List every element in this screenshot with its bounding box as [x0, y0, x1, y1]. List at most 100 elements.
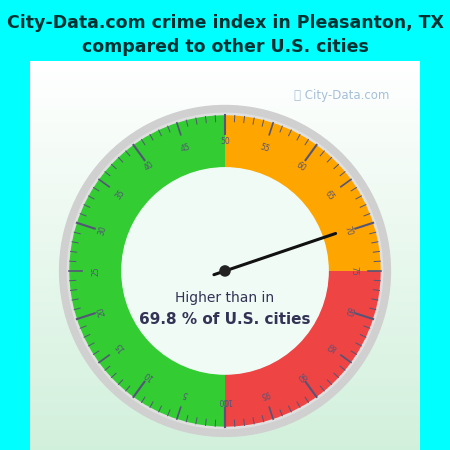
Bar [31, 148, 419, 150]
Bar [31, 108, 419, 109]
Bar [31, 413, 419, 415]
Bar [31, 230, 419, 232]
Bar [31, 115, 419, 117]
Bar [31, 325, 419, 328]
Bar [31, 304, 419, 306]
Bar [31, 370, 419, 372]
Bar [31, 150, 419, 152]
Bar [31, 300, 419, 302]
Bar [31, 191, 419, 193]
Text: 35: 35 [114, 189, 127, 202]
Bar [31, 284, 419, 287]
Text: 20: 20 [96, 305, 108, 317]
Bar [31, 203, 419, 205]
Bar [31, 209, 419, 211]
Bar [31, 152, 419, 154]
Bar [31, 288, 419, 290]
Bar [31, 318, 419, 320]
Bar [31, 419, 419, 421]
Text: ⌕ City-Data.com: ⌕ City-Data.com [294, 89, 389, 102]
Bar [31, 199, 419, 201]
Bar [31, 320, 419, 322]
Bar [31, 372, 419, 374]
Circle shape [59, 105, 391, 436]
Bar [31, 170, 419, 172]
Bar [31, 197, 419, 199]
Bar [31, 324, 419, 325]
Bar [31, 154, 419, 156]
Bar [31, 257, 419, 259]
Bar [31, 438, 419, 440]
Text: 69.8 % of U.S. cities: 69.8 % of U.S. cities [139, 312, 311, 327]
Bar [31, 240, 419, 242]
Bar [31, 248, 419, 250]
Bar [31, 90, 419, 92]
Bar [31, 244, 419, 246]
Bar [31, 298, 419, 300]
Bar [31, 220, 419, 222]
Circle shape [122, 168, 328, 374]
Circle shape [220, 266, 230, 276]
Text: 15: 15 [114, 340, 127, 353]
Bar [31, 403, 419, 405]
Text: compared to other U.S. cities: compared to other U.S. cities [81, 38, 369, 56]
Bar [31, 105, 419, 108]
Bar [31, 61, 419, 63]
Bar [31, 360, 419, 362]
Bar [31, 88, 419, 90]
Bar [31, 65, 419, 67]
Bar [31, 431, 419, 432]
Bar [31, 94, 419, 96]
Bar [31, 218, 419, 220]
Bar [31, 349, 419, 351]
Text: 45: 45 [179, 142, 191, 154]
Text: 0: 0 [223, 396, 227, 405]
Bar [31, 253, 419, 256]
Bar [31, 205, 419, 207]
Bar [31, 144, 419, 146]
Bar [31, 415, 419, 417]
Bar [31, 156, 419, 158]
Bar [31, 390, 419, 392]
Bar [31, 74, 419, 76]
Text: 10: 10 [143, 369, 156, 382]
Bar [31, 228, 419, 230]
Bar [31, 397, 419, 400]
Bar [31, 312, 419, 314]
Text: 85: 85 [323, 340, 336, 353]
Bar [31, 117, 419, 119]
Text: 70: 70 [342, 225, 354, 237]
Bar [31, 446, 419, 448]
Bar [31, 232, 419, 234]
Bar [31, 176, 419, 178]
Bar [31, 160, 419, 162]
Bar [31, 432, 419, 434]
Text: 5: 5 [181, 389, 189, 399]
Bar [31, 212, 419, 215]
Bar [31, 343, 419, 345]
Bar [31, 140, 419, 143]
Bar [31, 215, 419, 216]
Bar [31, 226, 419, 228]
Bar [31, 368, 419, 370]
Bar [31, 236, 419, 238]
Bar [31, 292, 419, 294]
Bar [31, 250, 419, 252]
Bar [31, 125, 419, 127]
Bar [31, 339, 419, 341]
Bar [31, 442, 419, 444]
Bar [31, 193, 419, 195]
Bar [31, 328, 419, 329]
Bar [31, 183, 419, 185]
Text: 75: 75 [350, 266, 359, 276]
Bar [31, 113, 419, 115]
Bar [31, 316, 419, 318]
Bar [31, 440, 419, 442]
Bar [31, 287, 419, 288]
Bar [31, 409, 419, 411]
Text: 100: 100 [218, 396, 232, 405]
Bar [31, 347, 419, 349]
Bar [31, 310, 419, 312]
Bar [31, 302, 419, 304]
Text: 90: 90 [294, 369, 307, 382]
